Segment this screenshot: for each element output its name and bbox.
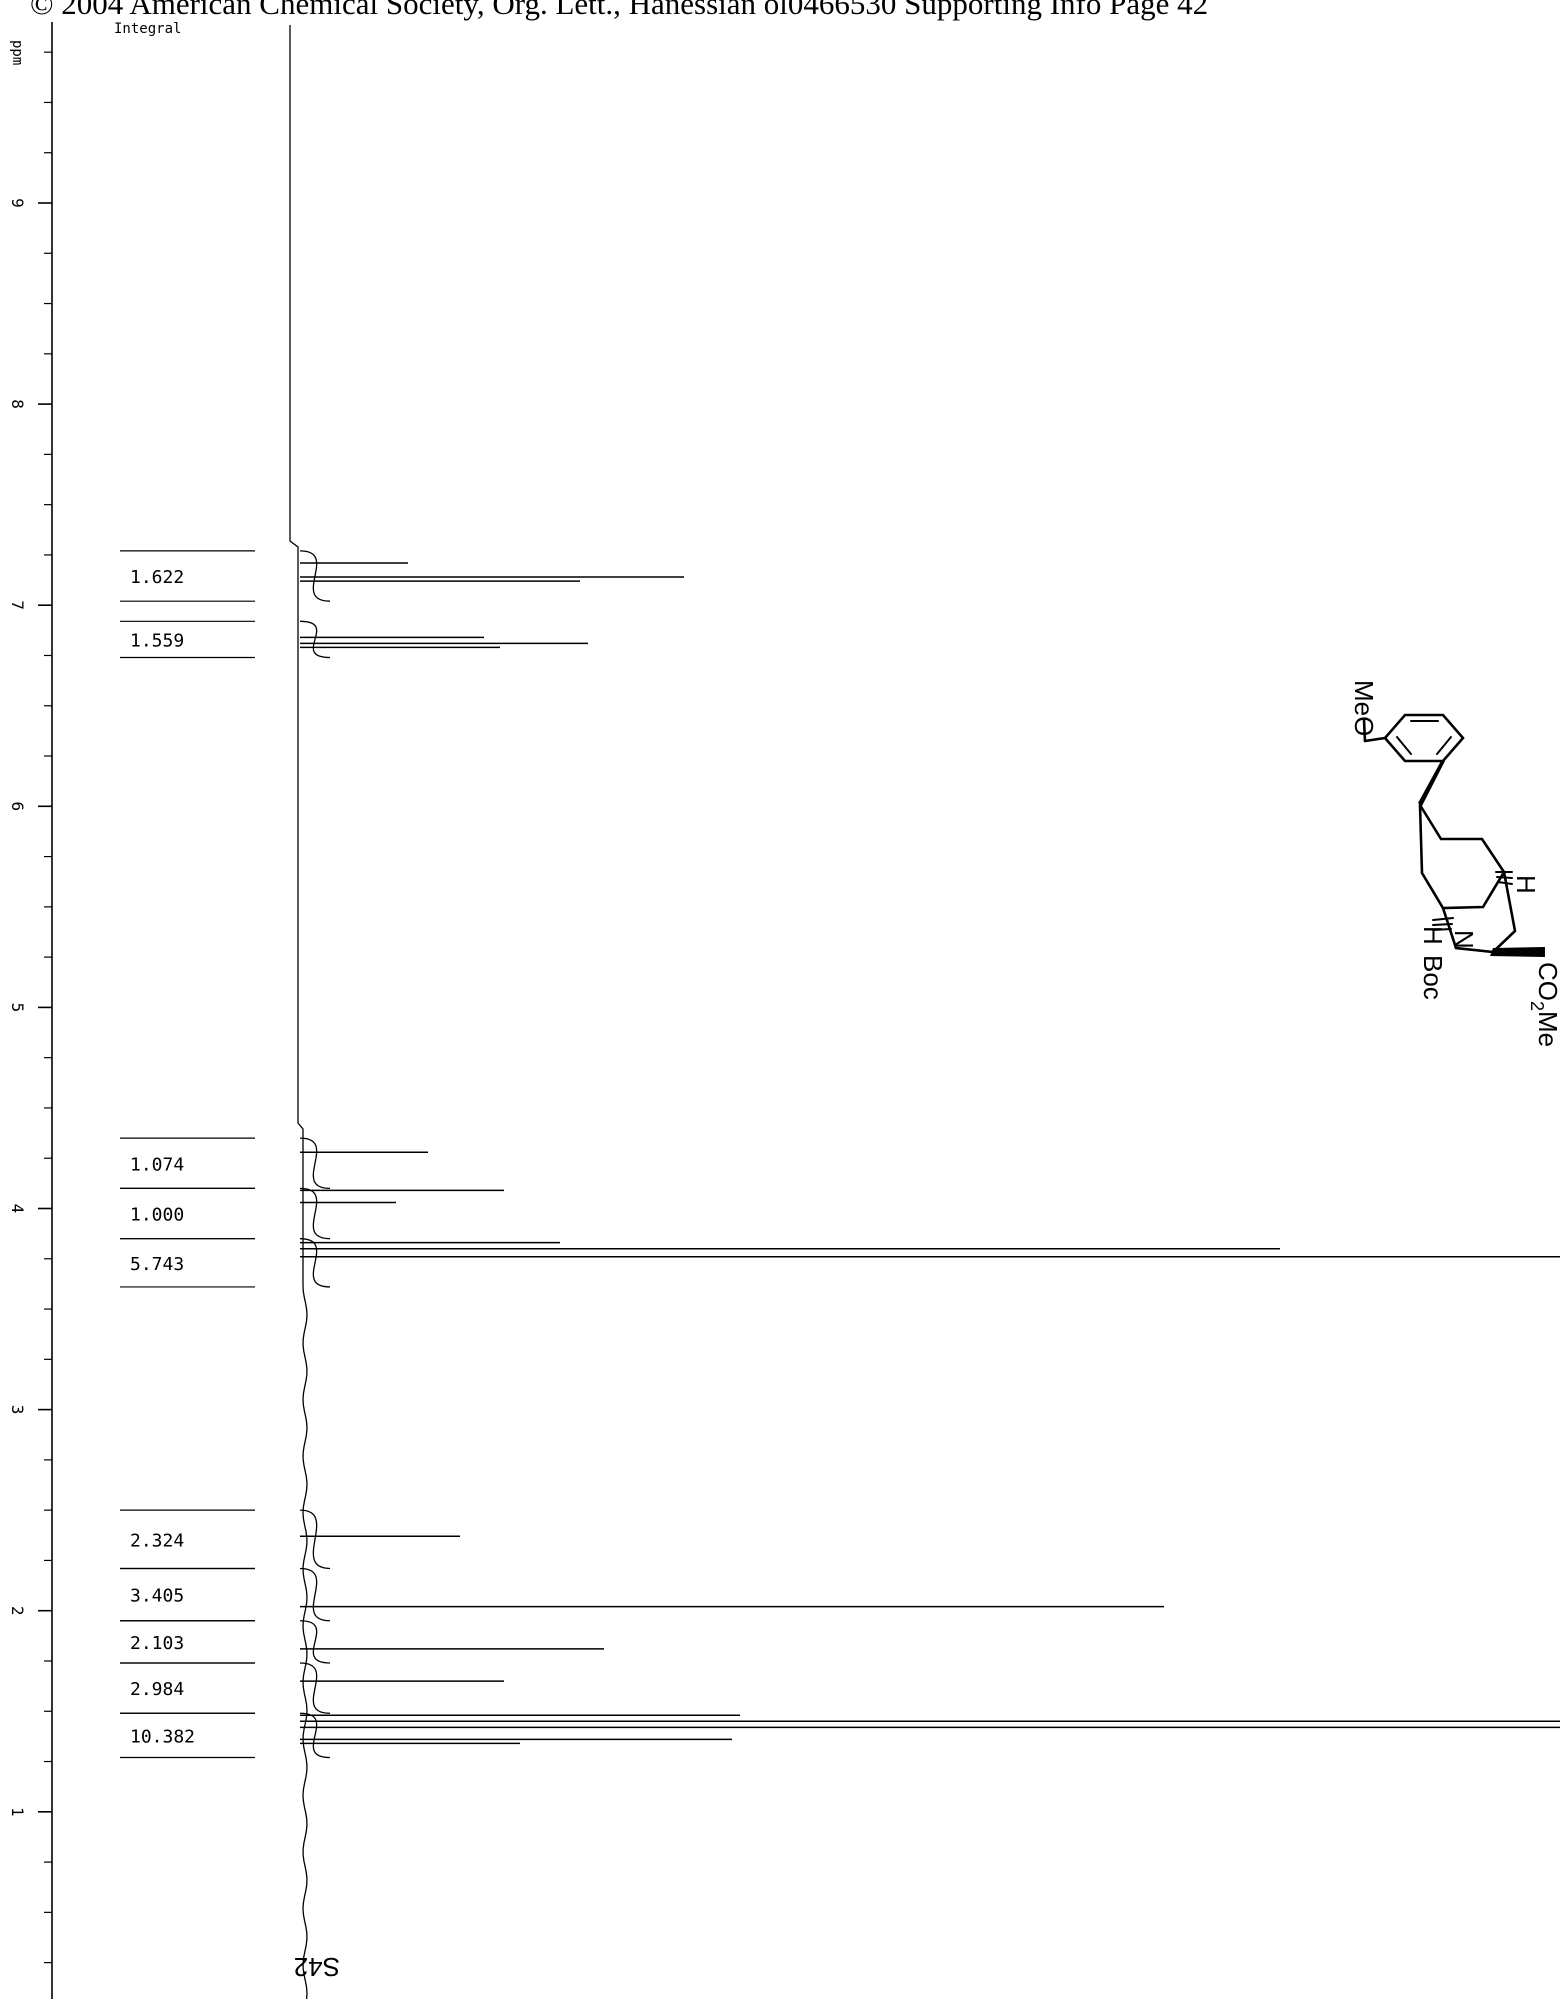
integral-value: 2.984: [130, 1679, 184, 1700]
ppm-axis-label: ppm: [9, 40, 25, 65]
aryl-ring: [1383, 713, 1465, 763]
aryl-inner-bond-3: [1436, 736, 1452, 755]
copyright-header: © 2004 American Chemical Society, Org. L…: [30, 0, 1208, 22]
integral-value: 1.622: [130, 567, 184, 588]
aryl-inner-bond-2: [1396, 736, 1412, 755]
co2me-suffix: Me: [1533, 1011, 1563, 1047]
ester-wedge: [1490, 947, 1545, 957]
integral-bracket: [120, 550, 255, 602]
integral-curve: [299, 550, 331, 1759]
spectrum-baseline: [289, 25, 308, 1999]
structure-label-h-right: H: [1511, 875, 1541, 894]
ppm-axis-tick-labels: 9 8 7 6 5 4 3 2 1: [8, 198, 27, 1816]
integral-value: 1.559: [130, 630, 184, 651]
copyright-text: © 2004 American Chemical Society, Org. L…: [30, 0, 1209, 21]
tick-label: 8: [8, 399, 27, 409]
tick-label: 3: [8, 1405, 27, 1415]
integral-value: 3.405: [130, 1586, 184, 1607]
integral-bracket: [120, 1238, 255, 1288]
integral-value: 5.743: [130, 1254, 184, 1275]
spectrum-peaks: [300, 562, 1560, 1745]
structure-label-boc: Boc: [1418, 955, 1448, 1000]
tick-label: 2: [8, 1606, 27, 1616]
page-label: S42: [294, 1952, 340, 1982]
co2me-subscript: 2: [1527, 1001, 1547, 1011]
integral-labels: 1.622 1.559 1.074 1.000 5.743 2.324 3.405 2.103…: [120, 550, 255, 1759]
tick-label: 1: [8, 1807, 27, 1817]
integral-value: 10.382: [130, 1726, 195, 1747]
structure-label-n: N: [1449, 930, 1479, 949]
methoxy-bond: [1363, 736, 1387, 743]
structure-label-co2me: CO2Me: [1527, 962, 1563, 1047]
tick-label: 6: [8, 801, 27, 811]
tick-label: 9: [8, 198, 27, 208]
integral-bracket: [120, 620, 255, 659]
chemical-structure: MeO H N Boc H CO2Me: [1349, 680, 1563, 1047]
integral-value: 1.000: [130, 1205, 184, 1226]
integral-value: 2.103: [130, 1633, 184, 1654]
aryl-wedge: [1418, 761, 1445, 806]
co2me-text-part: CO: [1533, 962, 1563, 1001]
structure-label-meo: MeO: [1349, 680, 1379, 736]
integral-value: 2.324: [130, 1530, 184, 1551]
cyclohexane-ring: [1418, 803, 1506, 910]
methoxy-o-bond: [1362, 718, 1367, 743]
tick-label: 5: [8, 1003, 27, 1013]
ring-fusion-hashes: [1432, 871, 1513, 931]
ppm-axis-ticks: [38, 51, 52, 1964]
integral-value: 1.074: [130, 1154, 184, 1175]
tick-label: 4: [8, 1204, 27, 1214]
integral-bracket: [120, 1712, 255, 1759]
integral-label: Integral: [114, 21, 181, 37]
tick-label: 7: [8, 600, 27, 610]
structure-label-h-left: H: [1418, 926, 1448, 945]
